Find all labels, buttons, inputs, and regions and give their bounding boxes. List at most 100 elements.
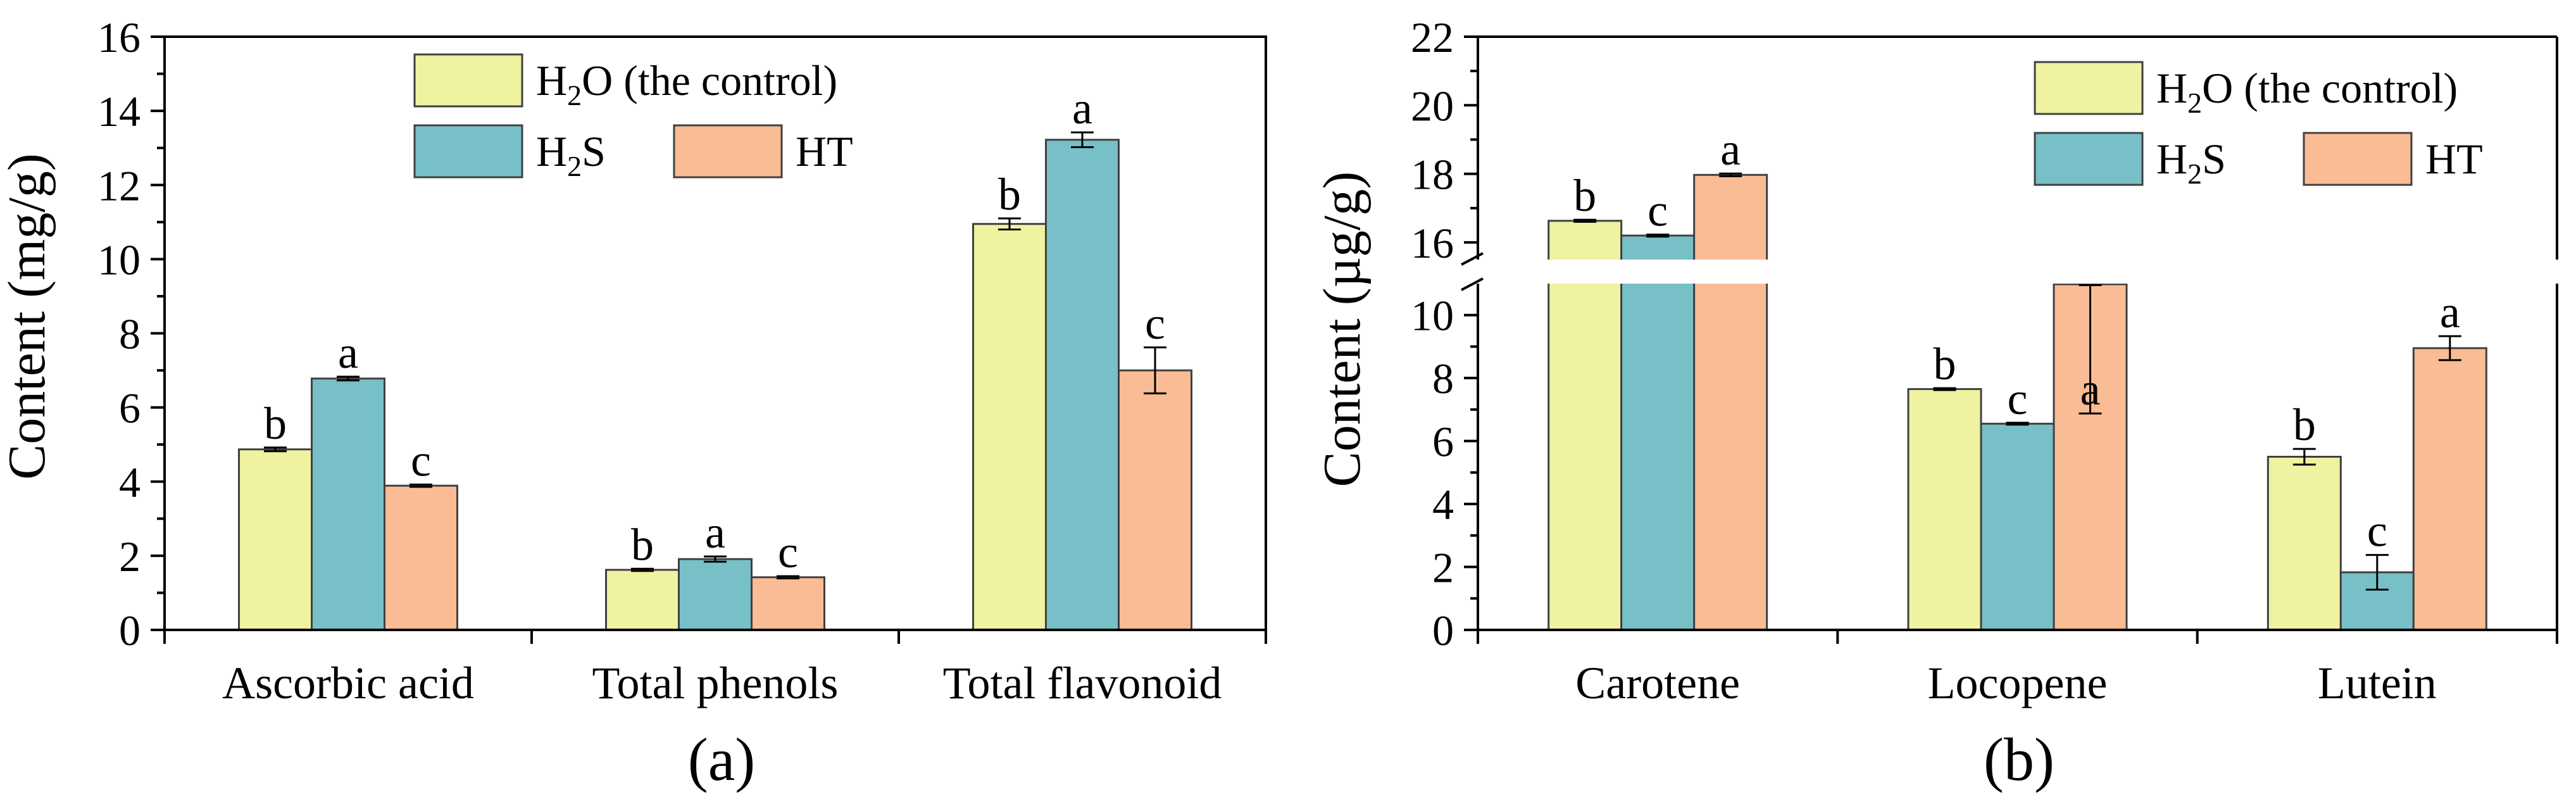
bar-control-1 <box>605 568 680 631</box>
y-tick-label: 10 <box>1411 292 1454 340</box>
y-tick-label: 16 <box>97 13 141 61</box>
panel-b-bars: b c a Carotene b c a Locopene b c a Lutein <box>1547 124 2487 708</box>
bar-ht-1 <box>751 576 825 631</box>
y-tick-label: 6 <box>119 384 141 432</box>
significance-letter: c <box>1648 185 1668 236</box>
legend-swatch-h2s <box>413 124 523 179</box>
bar-control-1 <box>1907 388 1982 631</box>
legend-label-subscript: 2 <box>567 150 582 182</box>
significance-letter: a <box>1072 83 1092 134</box>
x-tick-label: Total phenols <box>592 658 839 708</box>
legend-label-prefix: HT <box>796 127 853 175</box>
y-tick-label: 16 <box>1411 219 1454 267</box>
y-tick-label: 14 <box>97 87 141 135</box>
legend-label-prefix: H <box>536 56 567 104</box>
y-tick-label: 0 <box>1432 606 1454 655</box>
significance-letter: b <box>2293 399 2316 450</box>
y-tick-label: 4 <box>1432 481 1454 529</box>
bar-control-2 <box>972 223 1047 631</box>
legend-label-prefix: HT <box>2425 135 2483 183</box>
significance-letter: c <box>2008 374 2028 424</box>
legend-label-subscript: 2 <box>567 79 582 111</box>
axis-break-gap <box>1453 260 2558 284</box>
y-tick-label: 12 <box>97 161 141 210</box>
x-tick-label: Total flavonoid <box>943 658 1222 708</box>
bar-control-0 <box>238 448 313 631</box>
legend-label-control: H2O (the control) <box>536 56 837 111</box>
panel-a-y-axis-title: Content (mg/g) <box>0 153 56 480</box>
panel-b-chart: b c a Carotene b c a Locopene b c a Lutein 0 2 4 6 8 10 1… <box>1313 13 2558 793</box>
bar-h2s-0 <box>1620 234 1696 631</box>
bar-h2s-1 <box>1980 422 2055 631</box>
legend-label-suffix: S <box>582 127 606 175</box>
legend-label-prefix: H <box>536 127 567 175</box>
legend-label-subscript: 2 <box>2187 87 2202 119</box>
bar-ht-2 <box>2412 347 2487 631</box>
y-tick-label: 8 <box>119 310 141 358</box>
panel-b-y-axis-title: Content (µg/g) <box>1313 172 1372 487</box>
bar-h2s-0 <box>311 377 385 631</box>
x-tick-label: Locopene <box>1928 658 2108 708</box>
legend-label-suffix: O (the control) <box>2202 64 2458 112</box>
significance-letter: a <box>2440 287 2460 337</box>
x-tick-label: Ascorbic acid <box>222 658 474 708</box>
significance-letter: b <box>1934 339 1956 389</box>
bar-h2s-2 <box>1045 139 1120 631</box>
significance-letter: b <box>998 169 1021 220</box>
panel-a-axes: 0 2 4 6 8 10 12 14 16 <box>97 13 1267 655</box>
legend-label-ht: HT <box>796 127 853 175</box>
legend-swatch-ht <box>2303 132 2413 186</box>
legend-label-h2s: H2S <box>536 127 606 182</box>
y-tick-label: 10 <box>97 236 141 284</box>
significance-letter: c <box>1145 298 1165 349</box>
significance-letter: b <box>1573 170 1596 221</box>
significance-letter: c <box>2367 506 2387 556</box>
y-tick-label: 8 <box>1432 355 1454 403</box>
bar-ht-0 <box>1693 173 1768 631</box>
legend-swatch-control <box>413 53 523 108</box>
y-tick-label: 22 <box>1411 13 1454 61</box>
legend-label-prefix: H <box>2156 135 2187 183</box>
y-tick-label: 18 <box>1411 151 1454 199</box>
legend-label-h2s: H2S <box>2156 135 2226 190</box>
legend-swatch-ht <box>673 124 783 179</box>
legend-label-suffix: S <box>2202 135 2226 183</box>
significance-letter: a <box>705 507 725 558</box>
bar-ht-2 <box>1118 369 1192 631</box>
bar-control-2 <box>2267 456 2342 631</box>
panel-a-legend: H2O (the control)H2S HT <box>413 53 853 182</box>
panel-a-label: (a) <box>688 725 756 793</box>
y-tick-label: 0 <box>119 606 141 655</box>
x-tick-label: Carotene <box>1575 658 1740 708</box>
significance-letter: c <box>778 527 798 577</box>
y-tick-label: 4 <box>119 458 141 506</box>
legend-swatch-control <box>2034 61 2144 115</box>
y-tick-label: 20 <box>1411 82 1454 130</box>
bar-ht-0 <box>384 484 458 631</box>
legend-label-ht: HT <box>2425 135 2483 183</box>
legend-label-prefix: H <box>2156 64 2187 112</box>
significance-letter: c <box>411 435 431 486</box>
y-tick-label: 6 <box>1432 418 1454 466</box>
legend-label-suffix: O (the control) <box>582 56 837 104</box>
axis-break-mark <box>1461 252 1484 266</box>
bar-h2s-1 <box>678 558 753 631</box>
significance-letter: b <box>631 519 654 570</box>
y-tick-label: 2 <box>119 532 141 581</box>
legend-label-control: H2O (the control) <box>2156 64 2458 119</box>
panel-b-label: (b) <box>1984 725 2054 793</box>
x-tick-label: Lutein <box>2318 658 2437 708</box>
y-tick-label: 2 <box>1432 544 1454 592</box>
significance-letter: b <box>264 398 287 449</box>
legend-swatch-h2s <box>2034 132 2144 186</box>
significance-letter: a <box>338 327 358 378</box>
panel-b-legend: H2O (the control)H2S HT <box>2034 61 2483 190</box>
significance-letter: a <box>2080 364 2101 415</box>
legend-label-subscript: 2 <box>2187 158 2202 190</box>
significance-letter: a <box>1720 124 1741 175</box>
axis-break-mark <box>1461 277 1484 291</box>
